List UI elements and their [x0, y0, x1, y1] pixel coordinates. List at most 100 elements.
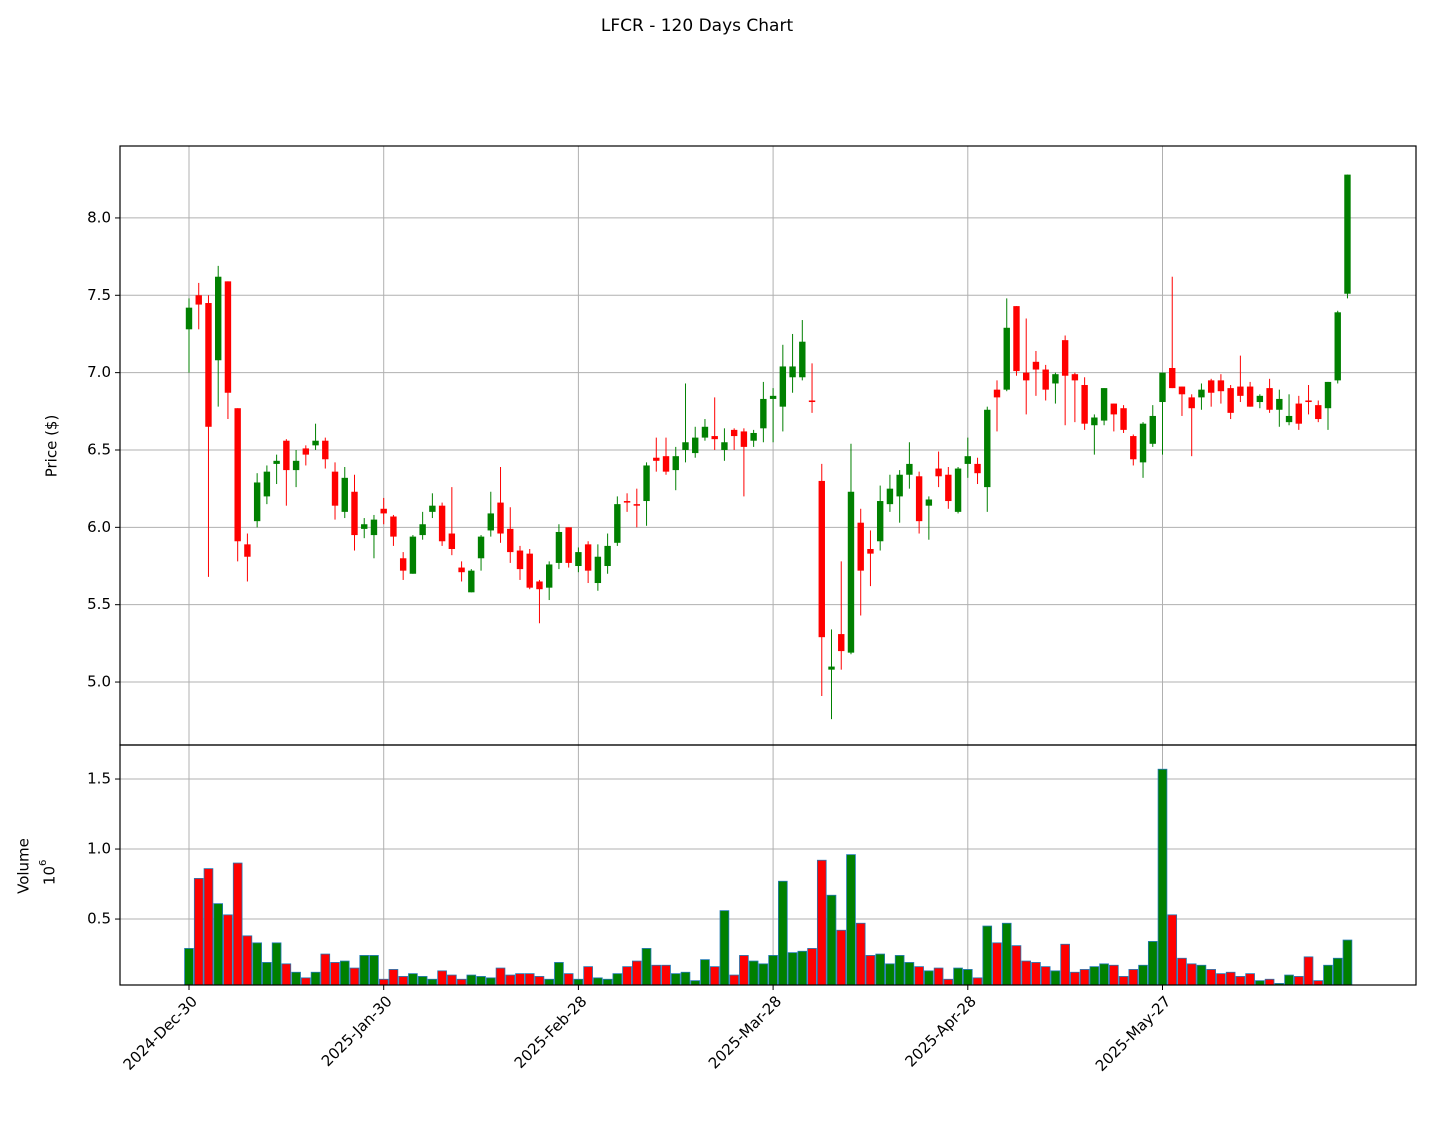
candle-body: [769, 395, 777, 399]
candle-body: [701, 426, 709, 438]
candle-body: [1003, 327, 1010, 390]
candle-body: [1276, 398, 1283, 410]
volume-bar: [1128, 969, 1139, 986]
candle-body: [1052, 374, 1059, 384]
volume-bar: [1031, 962, 1041, 986]
candle-body: [545, 564, 553, 588]
y-tick-label: 5.0: [87, 673, 111, 691]
x-tick-label: 2025-Apr-28: [901, 992, 979, 1070]
candle-body: [468, 570, 475, 593]
candle-body: [497, 502, 504, 534]
volume-bar: [193, 878, 204, 986]
candle-body: [1198, 389, 1205, 398]
volume-bar: [826, 894, 837, 986]
candle-body: [1256, 395, 1264, 403]
x-tick-label: 2024-Dec-30: [120, 992, 201, 1073]
volume-bar: [252, 942, 262, 986]
candle-body: [1149, 415, 1156, 444]
x-tick-label: 2025-Mar-28: [705, 992, 785, 1072]
volume-bar: [778, 880, 788, 986]
candle-body: [604, 545, 611, 567]
x-tick-label: 2025-May-27: [1092, 992, 1175, 1075]
volume-bar: [320, 953, 331, 986]
candle-body: [828, 666, 835, 670]
candle-body: [721, 442, 728, 450]
volume-bar: [554, 962, 564, 986]
volume-bar: [1284, 974, 1294, 986]
candle-body: [799, 341, 806, 378]
volume-bar: [447, 974, 457, 986]
volume-bar: [232, 862, 243, 986]
volume-tick-label: 1.5: [87, 770, 111, 788]
candle-body: [263, 471, 271, 497]
candle-body: [331, 471, 339, 506]
volume-bar: [1206, 969, 1216, 986]
volume-bar: [1167, 914, 1178, 986]
volume-bar: [1186, 963, 1197, 986]
candle-body: [536, 581, 543, 590]
candle-body: [429, 505, 436, 512]
y-axis-label: Price ($): [43, 415, 61, 478]
volume-bar: [1342, 939, 1353, 986]
candle-body: [1334, 312, 1341, 381]
volume-axis-label: Volume: [15, 838, 33, 894]
y-tick-label: 8.0: [87, 208, 111, 226]
x-tick-label: 2025-Feb-28: [511, 992, 591, 1072]
candle-body: [1013, 306, 1020, 372]
candle-body: [516, 550, 524, 570]
volume-bar: [330, 962, 340, 986]
candle-body: [253, 482, 261, 522]
volume-bar: [690, 980, 701, 986]
volume-bar: [729, 974, 739, 986]
volume-bar: [242, 935, 253, 986]
volume-bar: [485, 977, 496, 986]
candle-body: [886, 488, 894, 505]
volume-bar: [223, 914, 233, 986]
volume-bar: [1021, 960, 1032, 986]
volume-bar: [855, 922, 866, 986]
volume-bar: [1147, 941, 1158, 986]
volume-bar: [797, 950, 808, 986]
candle-body: [847, 491, 855, 653]
volume-bar: [1118, 976, 1129, 986]
candle-body: [1315, 405, 1322, 420]
volume-bar: [670, 973, 681, 986]
candle-body: [984, 409, 991, 488]
marks-layer: [184, 174, 1353, 986]
volume-bar: [739, 955, 749, 986]
volume-bar: [563, 973, 574, 986]
volume-bar: [816, 859, 827, 986]
candle-body: [1100, 388, 1108, 421]
candle-body: [419, 524, 426, 536]
volume-bar: [1099, 963, 1109, 986]
candle-body: [867, 548, 874, 554]
candle-body: [322, 440, 329, 460]
candle-body: [575, 552, 582, 567]
y-tick-label: 5.5: [87, 595, 111, 613]
volume-bar: [651, 964, 662, 986]
volume-bar: [291, 971, 301, 986]
candle-body: [565, 527, 572, 563]
volume-bar: [661, 964, 671, 986]
candle-body: [594, 556, 602, 584]
candle-body: [760, 398, 767, 429]
candle-body: [750, 432, 757, 441]
candle-body: [361, 524, 368, 529]
candle-body: [283, 440, 290, 471]
candle-body: [370, 519, 378, 536]
volume-bar: [1177, 957, 1187, 986]
candle-body: [1023, 372, 1030, 381]
candle-body: [896, 474, 903, 497]
candle-body: [1266, 388, 1273, 410]
grid-layer: [120, 146, 1416, 985]
candle-body: [234, 408, 241, 542]
candle-body: [692, 437, 699, 454]
volume-bar: [310, 971, 321, 986]
volume-bar: [583, 966, 593, 986]
chart-title: LFCR - 120 Days Chart: [601, 16, 794, 36]
candle-body: [1061, 340, 1069, 376]
candle-body: [390, 516, 397, 537]
volume-bar: [495, 967, 506, 986]
candle-body: [915, 476, 923, 522]
candle-body: [740, 431, 748, 447]
